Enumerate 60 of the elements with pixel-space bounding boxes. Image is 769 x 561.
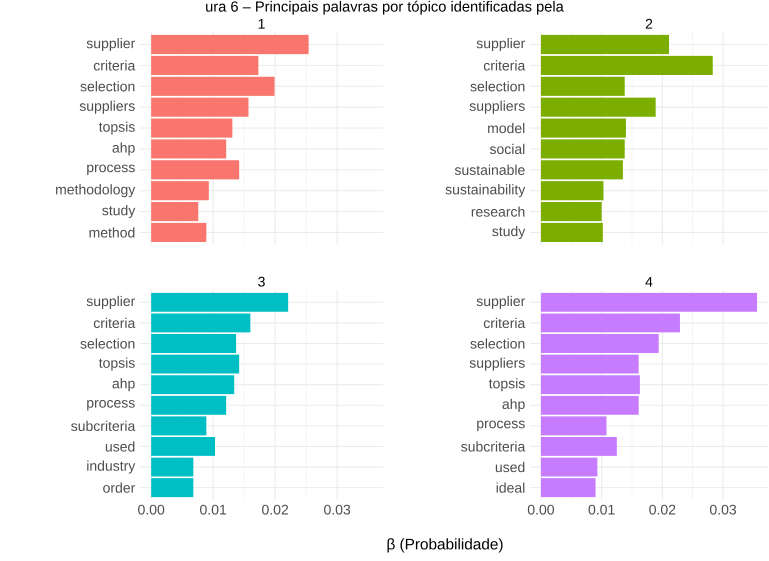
y-tick-label: ahp: [112, 378, 135, 392]
y-tick-label: study: [102, 205, 136, 218]
y-tick-label: selection: [80, 81, 134, 92]
bar: [540, 222, 603, 242]
y-tick-label: method: [90, 227, 134, 238]
y-tick-label: study: [492, 226, 526, 239]
y-tick-label: used: [496, 462, 524, 472]
y-tick-label: criteria: [484, 60, 526, 71]
chart-title: 3: [258, 276, 265, 287]
y-tick-label: industry: [87, 460, 136, 474]
y-tick-label: suppliers: [80, 100, 135, 114]
y-tick-label: selection: [80, 338, 134, 349]
chart-title: 2: [646, 18, 652, 29]
y-tick-label: sustainability: [446, 184, 526, 198]
y-tick-label: selection: [470, 81, 524, 92]
bar: [540, 34, 670, 54]
y-tick-label: selection: [470, 338, 524, 349]
x-tick-label: 0.03: [710, 504, 736, 515]
y-tick-label: model: [488, 122, 524, 134]
y-tick-label: criteria: [484, 318, 526, 328]
y-tick-label: suppliers: [470, 100, 525, 114]
y-tick-label: subcriteria: [461, 441, 526, 452]
x-tick-label: 0.02: [649, 504, 676, 515]
y-tick-label: supplier: [86, 296, 136, 309]
y-tick-label: supplier: [476, 38, 526, 52]
y-tick-label: supplier: [476, 296, 526, 309]
y-tick-label: topsis: [98, 358, 135, 371]
chart-title: 4: [645, 276, 652, 287]
y-tick-label: social: [490, 144, 524, 154]
y-tick-label: ahp: [502, 398, 525, 412]
y-tick-label: sustainable: [454, 164, 525, 175]
bar: [540, 396, 639, 415]
chart-title: 1: [258, 19, 265, 29]
x-tick-label: 0.02: [262, 504, 288, 515]
x-tick-label: 0.00: [528, 504, 554, 515]
y-tick-label: process: [87, 400, 135, 410]
bar: [151, 222, 206, 242]
y-tick-label: order: [103, 482, 136, 493]
bar: [151, 34, 309, 54]
x-tick-label: 0.01: [588, 504, 615, 515]
x-tick-label: 0.00: [138, 504, 164, 515]
y-tick-label: suppliers: [470, 358, 525, 371]
y-tick-label: process: [87, 164, 135, 176]
y-tick-label: methodology: [56, 184, 136, 198]
y-tick-label: topsis: [98, 122, 135, 135]
y-tick-label: process: [477, 420, 525, 432]
y-tick-label: subcriteria: [71, 420, 136, 432]
y-tick-label: topsis: [488, 378, 525, 392]
text: ura 6 – Principais palavras por tópico identificadas pela: [206, 0, 564, 15]
y-tick-label: used: [106, 441, 134, 452]
y-tick-label: ahp: [112, 142, 135, 156]
x-tick-label: 0.03: [324, 504, 350, 515]
y-tick-label: criteria: [94, 318, 136, 328]
y-tick-label: ideal: [496, 482, 524, 493]
y-tick-label: criteria: [94, 60, 136, 71]
x-axis-title: β (Probabilidade): [388, 538, 503, 553]
y-tick-label: research: [472, 206, 524, 217]
y-tick-label: supplier: [86, 38, 136, 52]
bar: [151, 396, 226, 415]
x-tick-label: 0.01: [200, 504, 226, 515]
